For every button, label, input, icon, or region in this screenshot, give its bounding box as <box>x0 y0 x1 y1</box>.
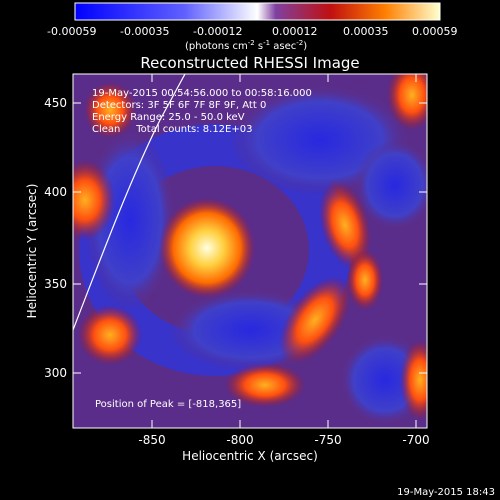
x-tick-label: -800 <box>226 433 253 447</box>
y-tick-label: 350 <box>44 277 67 291</box>
x-tick-label: -750 <box>314 433 341 447</box>
y-tick-label: 300 <box>44 366 67 380</box>
x-tick-label: -850 <box>138 433 165 447</box>
info-line: Energy Range: 25.0 - 50.0 keV <box>92 112 245 123</box>
x-tick-label: -700 <box>402 433 429 447</box>
colorbar <box>74 2 441 21</box>
colorbar-units: (photons cm-2 s-1 asec-2) <box>185 39 307 52</box>
x-axis-label: Heliocentric X (arcsec) <box>182 449 318 463</box>
colorbar-ticks: -0.00059 -0.00035 -0.00012 0.00012 0.000… <box>47 25 458 38</box>
y-tick-label: 450 <box>44 96 67 110</box>
colorbar-tick: -0.00035 <box>120 25 169 38</box>
plot-frame <box>72 73 428 429</box>
info-block: 19-May-2015 00:54:56.000 to 00:58:16.000… <box>92 88 312 135</box>
colorbar-tick: 0.00035 <box>343 25 389 38</box>
info-line: Clean Total counts: 8.12E+03 <box>92 124 252 135</box>
colorbar-tick: -0.00012 <box>193 25 242 38</box>
footer-timestamp: 19-May-2015 18:43 <box>397 487 495 498</box>
axis-ticks <box>73 74 427 428</box>
info-line: 19-May-2015 00:54:56.000 to 00:58:16.000 <box>92 88 312 99</box>
info-line: Detectors: 3F 5F 6F 7F 8F 9F, Att 0 <box>92 100 266 111</box>
peak-position: Position of Peak = [-818,365] <box>95 399 241 410</box>
plot-title: Reconstructed RHESSI Image <box>140 54 359 72</box>
colorbar-tick: 0.00012 <box>272 25 318 38</box>
y-tick-label: 400 <box>44 185 67 199</box>
colorbar-tick: -0.00059 <box>47 25 96 38</box>
y-axis-label: Heliocentric Y (arcsec) <box>25 184 39 319</box>
colorbar-tick: 0.00059 <box>412 25 458 38</box>
solar-limb-line <box>73 74 186 331</box>
x-tick-labels: -850 -800 -750 -700 <box>138 433 429 447</box>
y-tick-labels: 450 400 350 300 <box>44 96 67 380</box>
rhessi-image <box>73 74 427 428</box>
